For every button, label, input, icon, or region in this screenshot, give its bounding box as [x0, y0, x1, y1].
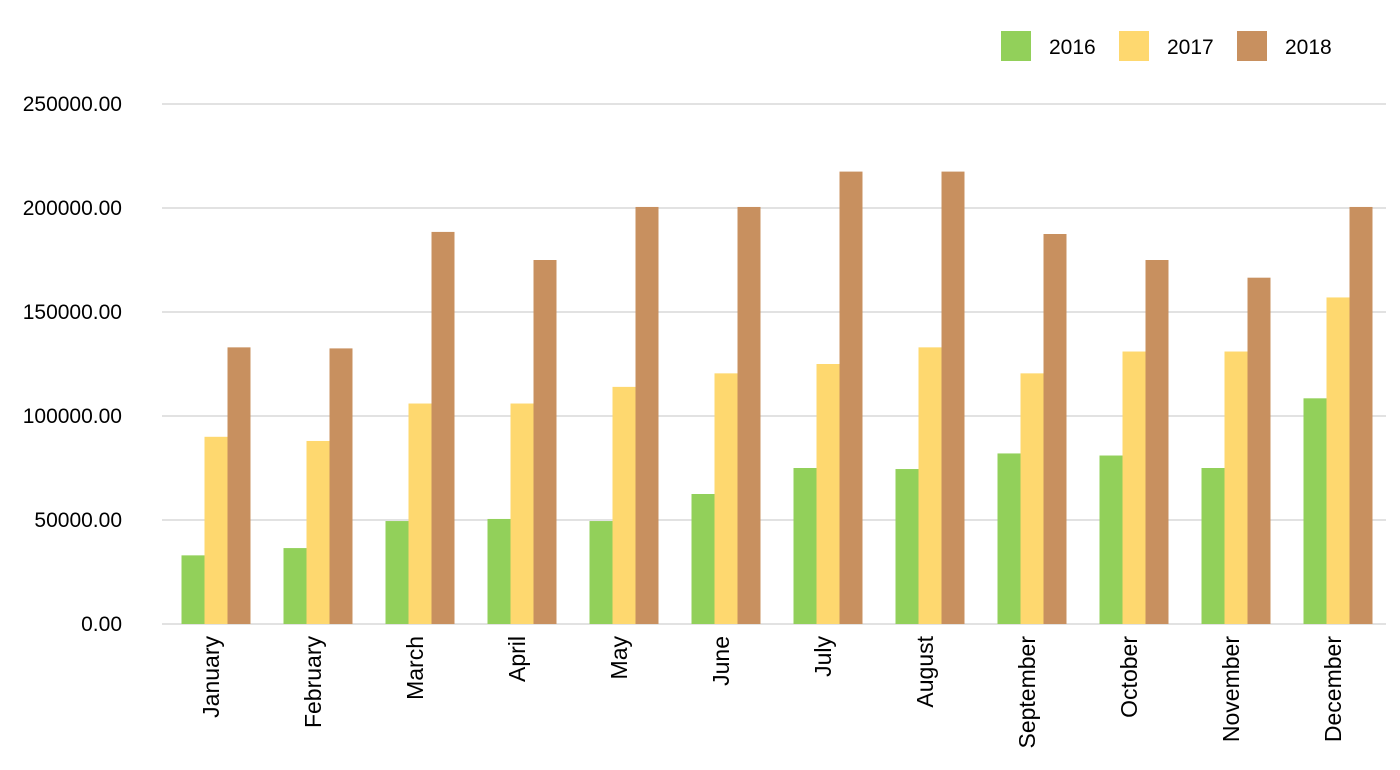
x-tick-label: February — [300, 636, 326, 729]
x-tick-label: July — [810, 636, 836, 677]
bar-2017-september — [1020, 373, 1044, 624]
y-axis-ticks: 0.00 50000.00 100000.00 150000.00 200000.00 2… — [23, 93, 122, 636]
x-tick-label: June — [708, 636, 734, 686]
bar-2016-december — [1303, 398, 1327, 624]
x-axis-ticks: January February March April May June July Augu… — [198, 635, 1346, 748]
bar-2016-september — [997, 453, 1021, 624]
x-tick-label: October — [1116, 636, 1142, 718]
legend: 2016 2017 2018 — [1001, 31, 1332, 61]
bar-2018-august — [941, 171, 965, 624]
y-tick-label: 50000.00 — [34, 509, 122, 532]
bar-2018-october — [1145, 260, 1169, 624]
legend-swatch-2018 — [1237, 31, 1267, 61]
bar-2017-march — [408, 403, 432, 624]
legend-label-2017: 2017 — [1167, 36, 1214, 59]
bar-2018-april — [533, 260, 557, 624]
bar-2018-february — [329, 348, 353, 624]
legend-label-2018: 2018 — [1285, 36, 1332, 59]
bars — [181, 171, 1373, 625]
y-tick-label: 0.00 — [81, 613, 122, 636]
x-tick-label: August — [912, 635, 938, 707]
bar-2016-january — [181, 555, 205, 624]
bar-2016-november — [1201, 468, 1225, 624]
bar-2017-july — [816, 364, 840, 624]
bar-2017-january — [204, 436, 228, 624]
x-tick-label: December — [1320, 636, 1346, 742]
legend-swatch-2017 — [1119, 31, 1149, 61]
bar-2017-february — [306, 440, 330, 624]
bar-2016-may — [589, 521, 613, 624]
bar-2018-november — [1247, 277, 1271, 624]
gridlines — [162, 103, 1386, 625]
bar-2017-october — [1122, 351, 1146, 624]
x-tick-label: May — [606, 636, 632, 680]
bar-2016-march — [385, 521, 409, 624]
bar-2017-december — [1326, 297, 1350, 624]
y-tick-label: 100000.00 — [23, 405, 122, 428]
bar-2016-april — [487, 518, 511, 624]
x-tick-label: September — [1014, 636, 1040, 749]
bar-2016-july — [793, 468, 817, 624]
bar-2018-march — [431, 231, 455, 625]
x-tick-label: November — [1218, 636, 1244, 742]
legend-swatch-2016 — [1001, 31, 1031, 61]
bar-2016-june — [691, 494, 715, 624]
y-tick-label: 150000.00 — [23, 301, 122, 324]
bar-2018-june — [737, 206, 761, 624]
bar-2017-august — [918, 347, 942, 624]
y-tick-label: 250000.00 — [23, 93, 122, 116]
bar-2018-may — [635, 206, 659, 624]
bar-2018-september — [1043, 234, 1067, 624]
bar-2016-october — [1099, 455, 1123, 624]
legend-label-2016: 2016 — [1049, 36, 1096, 59]
bar-2017-november — [1224, 351, 1248, 624]
x-tick-label: April — [504, 636, 530, 682]
bar-2016-february — [283, 548, 307, 624]
x-tick-label: January — [198, 636, 224, 718]
bar-2017-may — [612, 386, 636, 624]
x-tick-label: March — [402, 636, 428, 700]
bar-2018-july — [839, 171, 863, 624]
bar-2018-january — [227, 347, 251, 624]
bar-2017-june — [714, 373, 738, 624]
bar-2018-december — [1349, 206, 1373, 624]
bar-2016-august — [895, 469, 919, 624]
y-tick-label: 200000.00 — [23, 197, 122, 220]
bar-2017-april — [510, 403, 534, 624]
